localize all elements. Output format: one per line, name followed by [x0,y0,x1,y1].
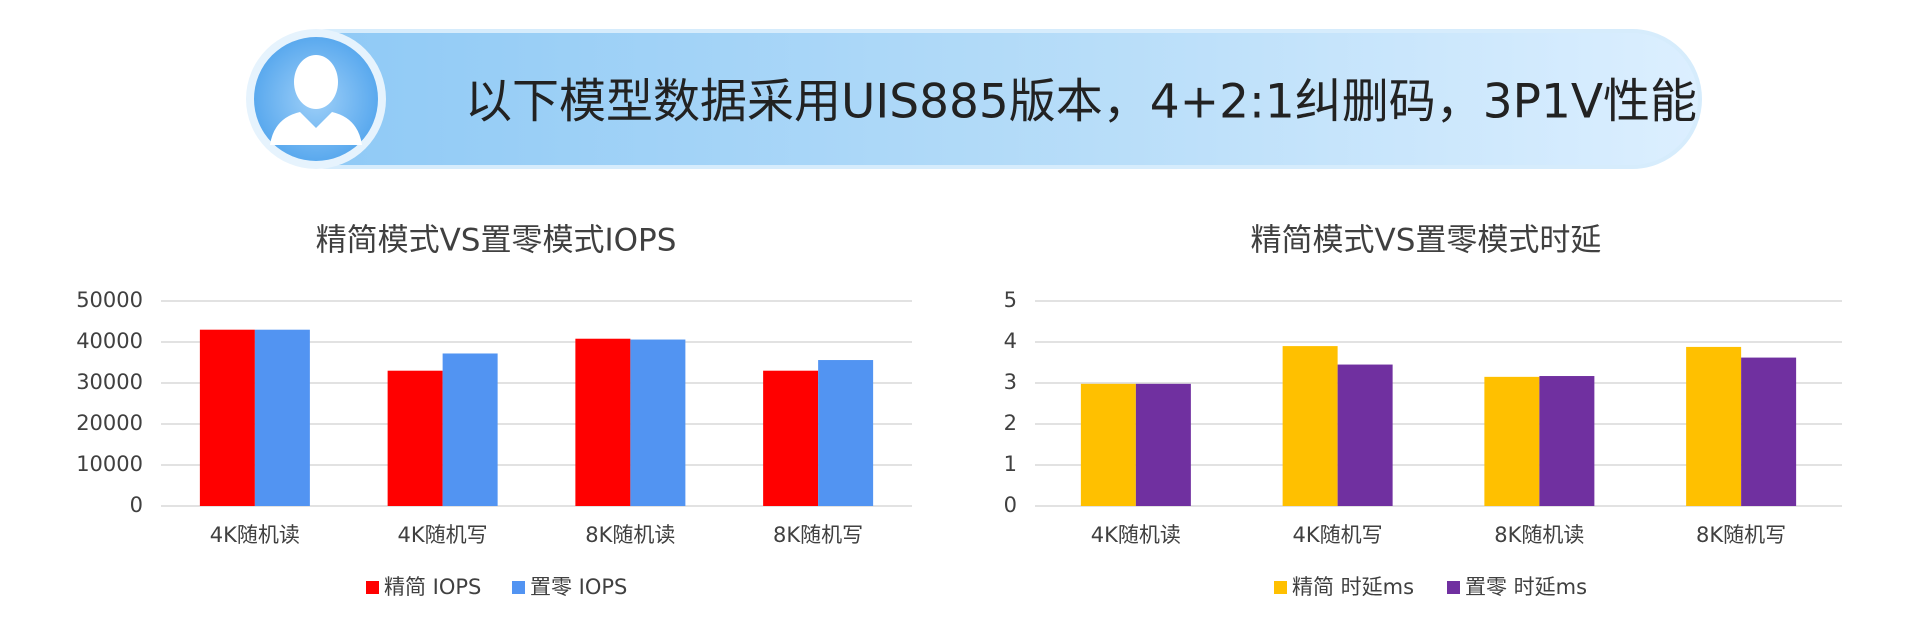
x-tick-label: 8K随机写 [1696,523,1786,547]
chart-title: 精简模式VS置零模式IOPS [316,223,677,259]
y-tick-label: 2 [1004,411,1017,435]
banner: 以下模型数据采用UIS885版本，4+2:1纠删码，3P1V性能 [246,29,1702,169]
x-tick-label: 4K随机读 [1091,523,1181,547]
y-tick-label: 50000 [76,288,143,312]
y-tick-label: 5 [1004,288,1017,312]
banner-title: 以下模型数据采用UIS885版本，4+2:1纠删码，3P1V性能 [465,75,1697,130]
bar [1337,364,1393,506]
bar [442,353,498,506]
chart-title: 精简模式VS置零模式时延 [1251,223,1602,259]
bar [199,329,255,506]
bar [630,339,686,506]
bar [575,338,631,506]
legend-swatch [1447,581,1460,594]
y-tick-label: 30000 [76,370,143,394]
y-tick-label: 0 [1004,493,1017,517]
bar [1539,376,1595,506]
bar [1484,376,1540,506]
x-tick-label: 8K随机读 [585,523,675,547]
x-tick-label: 4K随机写 [1293,523,1383,547]
y-tick-label: 0 [130,493,143,517]
x-tick-label: 4K随机写 [398,523,488,547]
y-tick-label: 3 [1004,370,1017,394]
y-tick-label: 10000 [76,452,143,476]
legend-swatch [1274,581,1287,594]
bar [1135,383,1191,506]
y-tick-label: 40000 [76,329,143,353]
x-tick-label: 4K随机读 [210,523,300,547]
bar [254,329,310,506]
bar [387,370,443,506]
bar [763,370,819,506]
legend-swatch [512,581,525,594]
y-tick-label: 4 [1004,329,1017,353]
bar [1686,346,1742,506]
x-tick-label: 8K随机读 [1494,523,1584,547]
bar [1741,357,1797,506]
x-tick-label: 8K随机写 [773,523,863,547]
avatar-icon [270,55,362,145]
legend-label: 置零 时延ms [1465,575,1587,599]
bar [818,360,874,506]
bar [1282,346,1338,506]
y-tick-label: 1 [1004,452,1017,476]
legend-label: 精简 IOPS [384,575,481,599]
legend-swatch [366,581,379,594]
legend-label: 精简 时延ms [1292,575,1414,599]
legend-label: 置零 IOPS [530,575,627,599]
y-tick-label: 20000 [76,411,143,435]
bar [1080,383,1136,506]
